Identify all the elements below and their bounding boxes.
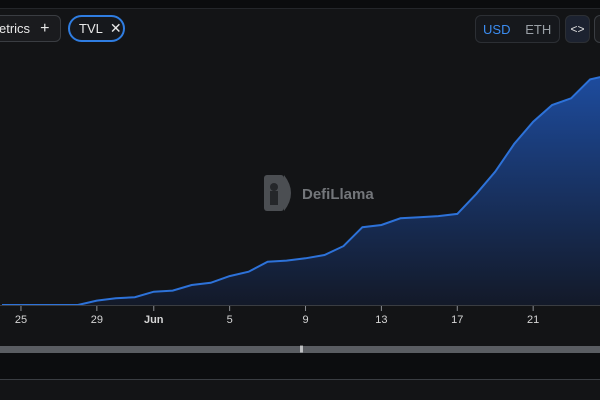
top-border [0, 0, 600, 9]
x-axis-ticks: 25 29 Jun 5 9 13 17 21 [15, 306, 539, 326]
x-tick-label: 21 [527, 314, 539, 326]
metrics-label: etrics [0, 21, 31, 36]
x-tick-label: 25 [15, 314, 27, 326]
watermark-text: DefiLlama [302, 186, 374, 203]
code-icon: <> [570, 22, 585, 36]
embed-button[interactable]: <> [565, 15, 590, 43]
plus-icon: + [40, 19, 50, 37]
close-icon[interactable]: ✕ [109, 20, 122, 36]
currency-usd-option[interactable]: USD [483, 21, 511, 37]
add-metrics-button[interactable]: etrics + [0, 15, 61, 42]
currency-toggle: USD ETH [475, 15, 560, 43]
x-tick-label: 17 [451, 314, 463, 326]
tvl-label: TVL [79, 21, 103, 36]
currency-eth-option[interactable]: ETH [525, 21, 552, 37]
x-tick-label: 29 [91, 314, 103, 326]
llama-logo-icon [264, 175, 291, 211]
range-slider-handle[interactable]: ||| [299, 346, 303, 353]
x-tick-label: 5 [227, 314, 233, 326]
x-tick-label: 13 [375, 314, 387, 326]
more-button[interactable] [594, 15, 600, 43]
range-preview[interactable] [0, 353, 600, 380]
tvl-series-line [2, 76, 600, 306]
range-slider-track[interactable] [0, 346, 600, 353]
tvl-metric-chip[interactable]: TVL ✕ [68, 15, 125, 42]
x-tick-label: Jun [144, 314, 164, 326]
x-tick-label: 9 [302, 314, 308, 326]
tvl-area-fill [2, 77, 600, 305]
watermark: DefiLlama [264, 175, 374, 211]
